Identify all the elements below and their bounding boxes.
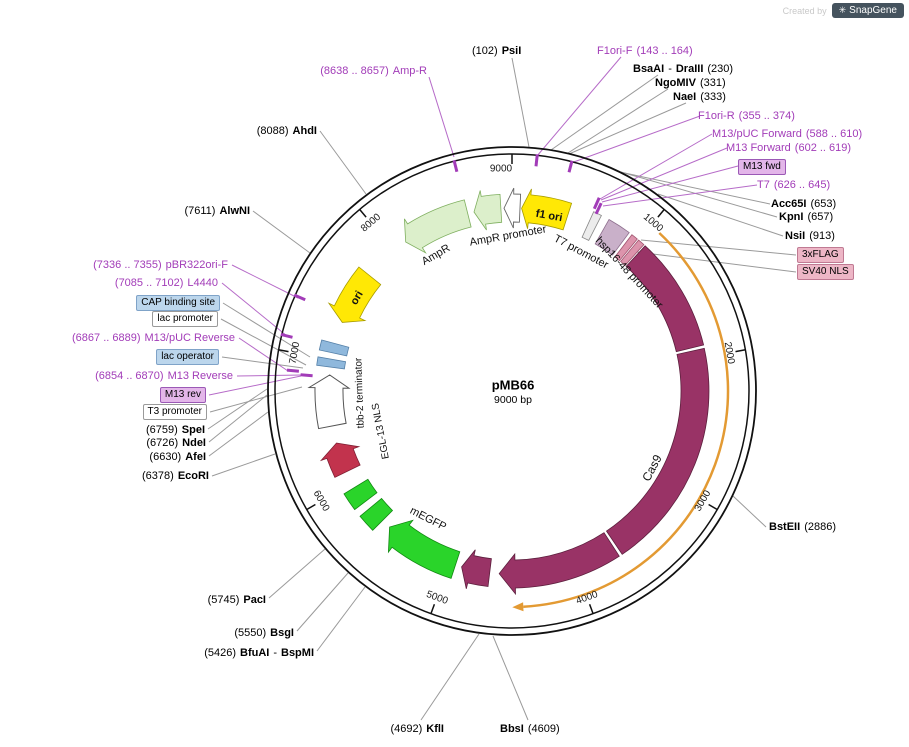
enzyme-label-psii: (102) PsiI [472, 45, 522, 57]
enzyme-label-bfuai-bspmi: (5426) BfuAI - BspMI [204, 647, 314, 659]
enzyme-label-paci: (5745) PacI [207, 594, 266, 606]
primer-label-m13-forward: M13 Forward (602 .. 619) [726, 142, 852, 154]
enzyme-label-kfli: (4692) KflI [390, 723, 444, 735]
green-linker-box-2 [343, 478, 378, 511]
primer-label-amp-r: (8638 .. 8657) Amp-R [320, 65, 427, 77]
primer-label-l4440: (7085 .. 7102) L4440 [114, 277, 218, 289]
t3-promoter-badge: T3 promoter [142, 404, 207, 420]
snapgene-brand: SnapGene [849, 5, 897, 16]
cap-binding-site-box [318, 339, 350, 357]
primer-label-f1ori-r: F1ori-R (355 .. 374) [698, 110, 795, 122]
sv40-nls-badge: SV40 NLS [797, 264, 854, 280]
enzyme-label-alwni: (7611) AlwNI [184, 205, 250, 217]
lac-operator-box [316, 356, 347, 370]
enzyme-label-naei: NaeI (333) [673, 91, 726, 103]
ampr-promoter-arrow [473, 190, 503, 231]
plasmid-outer-ring [267, 146, 757, 636]
snapgene-logo-icon: ✳ [838, 5, 847, 15]
primer-label-t7: T7 (626 .. 645) [757, 179, 831, 191]
enzyme-label-spei: (6759) SpeI [145, 424, 205, 436]
tbb2-terminator-arrow [307, 374, 351, 430]
orf-arc [523, 232, 730, 608]
hsp16-48-promoter-box [594, 218, 630, 256]
enzyme-label-bsgi: (5550) BsgI [234, 627, 294, 639]
primer-callout-lines [208, 56, 758, 396]
hollow-arrow [503, 187, 522, 229]
primer-label-f1ori-f: F1ori-F (143 .. 164) [597, 45, 693, 57]
primer-marks [280, 154, 603, 378]
enzyme-label-ahdi: (8088) AhdI [256, 125, 317, 137]
enzyme-label-ndei: (6726) NdeI [146, 437, 206, 449]
primer-label-m13-puc-reverse: (6867 .. 6889) M13/pUC Reverse [72, 332, 235, 344]
3xflag-box [614, 234, 638, 262]
snapgene-badge: ✳ SnapGene [831, 3, 904, 18]
primer-label-m13-puc-forward: M13/pUC Forward (588 .. 610) [712, 128, 863, 140]
orf-arc-arrowhead [512, 602, 524, 612]
plasmid-name: pMB66 [491, 377, 535, 393]
enzyme-label-kpni: KpnI (657) [779, 211, 834, 223]
enzyme-label-bbsi: BbsI (4609) [500, 723, 560, 735]
scale-ticks [278, 154, 746, 614]
m13-fwd-badge: M13 fwd [738, 159, 786, 175]
sv40-nls-box [620, 239, 645, 266]
enzyme-label-acc65i: Acc65I (653) [771, 198, 837, 210]
primer-label-m13-reverse: (6854 .. 6870) M13 Reverse [95, 370, 233, 382]
plasmid-size: 9000 bp [494, 394, 532, 406]
enzyme-label-ecori: (6378) EcoRI [142, 470, 209, 482]
enzyme-label-bsaai-draiii: BsaAI - DraIII (230) [633, 63, 734, 75]
tick-label-9000: 9000 [489, 163, 513, 175]
cas9-arrow-segment-2 [605, 347, 710, 555]
watermark: Created by ✳ SnapGene [783, 3, 904, 18]
ampr-arrow [404, 199, 472, 254]
enzyme-label-afei: (6630) AfeI [149, 451, 206, 463]
enzyme-callout-lines [207, 57, 797, 721]
lac-promoter-badge: lac promoter [152, 311, 218, 327]
3xflag-badge: 3xFLAG [797, 247, 844, 263]
cas9-arrow-segment-1 [625, 245, 705, 353]
lac-operator-badge: lac operator [156, 349, 219, 365]
ori-arrow [327, 266, 382, 323]
enzyme-label-ngomiv: NgoMIV (331) [655, 77, 726, 89]
egl13-nls-arrow [319, 442, 361, 478]
primer-label-pbr322ori-f: (7336 .. 7355) pBR322ori-F [93, 259, 228, 271]
green-linker-box-1 [359, 497, 394, 531]
megfp-arrow [387, 519, 461, 579]
enzyme-label-nsii: NsiI (913) [785, 230, 835, 242]
enzyme-label-bsteii: BstEII (2886) [769, 521, 836, 533]
watermark-created-by: Created by [782, 5, 827, 16]
cds-linker-arrow [461, 549, 492, 589]
f1-ori-arrow [521, 188, 573, 231]
m13-rev-badge: M13 rev [159, 387, 206, 403]
cas9-arrow-segment-3 [498, 532, 620, 596]
cap-binding-site-badge: CAP binding site [136, 295, 220, 311]
